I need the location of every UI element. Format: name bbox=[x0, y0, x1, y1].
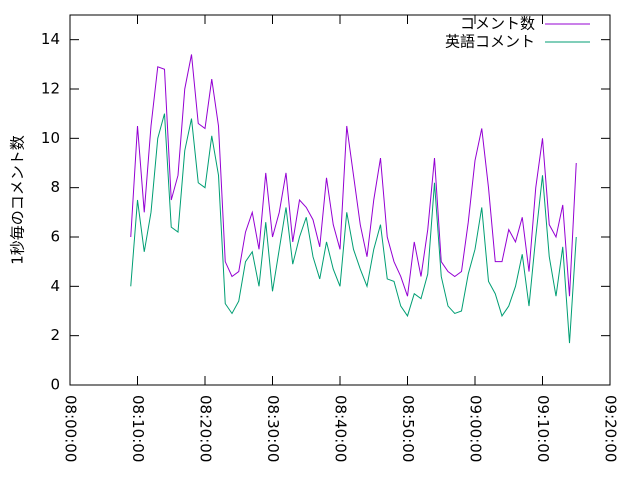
series-line bbox=[130, 54, 577, 297]
legend-label: 英語コメント bbox=[445, 33, 535, 51]
x-tick-label: 09:10:00 bbox=[534, 395, 552, 462]
y-tick-label: 10 bbox=[41, 129, 60, 147]
x-tick-label: 08:00:00 bbox=[62, 395, 80, 462]
y-tick-label: 2 bbox=[50, 326, 60, 344]
legend-label: コメント数 bbox=[460, 15, 535, 33]
x-tick-label: 08:50:00 bbox=[399, 395, 417, 462]
x-tick-label: 08:30:00 bbox=[264, 395, 282, 462]
y-tick-label: 14 bbox=[41, 30, 60, 48]
x-tick-label: 08:40:00 bbox=[332, 395, 350, 462]
y-tick-label: 12 bbox=[41, 80, 60, 98]
x-tick-label: 08:20:00 bbox=[197, 395, 215, 462]
y-axis-label: 1秒毎のコメント数 bbox=[9, 135, 27, 265]
x-tick-label: 09:00:00 bbox=[467, 395, 485, 462]
plot-frame bbox=[69, 14, 611, 386]
series-line bbox=[130, 113, 577, 344]
y-tick-label: 6 bbox=[50, 228, 60, 246]
x-tick-label: 09:20:00 bbox=[602, 395, 620, 462]
y-tick-label: 4 bbox=[50, 277, 60, 295]
y-tick-label: 0 bbox=[50, 376, 60, 394]
x-tick-label: 08:10:00 bbox=[129, 395, 147, 462]
y-tick-label: 8 bbox=[50, 178, 60, 196]
